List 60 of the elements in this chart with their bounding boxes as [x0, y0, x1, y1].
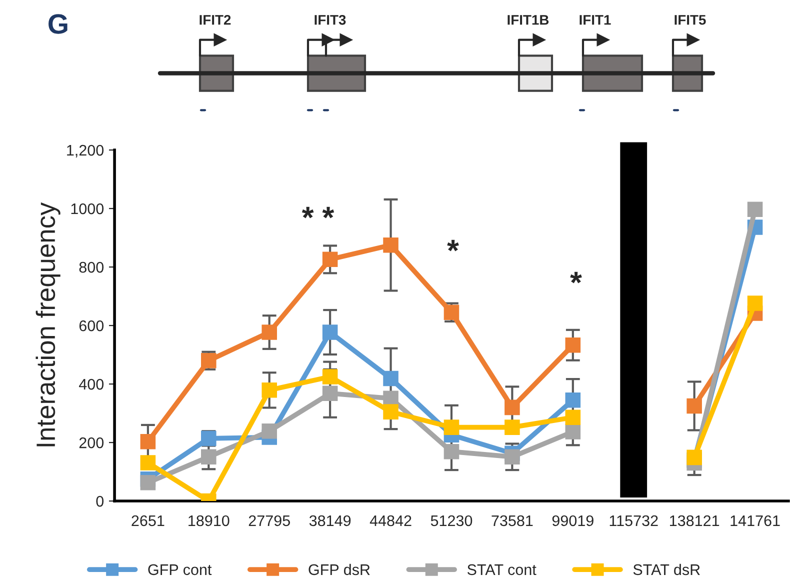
point	[747, 202, 763, 218]
point	[322, 369, 338, 384]
point	[383, 237, 398, 253]
point	[565, 424, 581, 440]
y-tick-label: 1,200	[67, 144, 104, 158]
point	[140, 474, 156, 490]
x-tick-label: 38149	[309, 515, 351, 526]
text: IFIT3	[314, 14, 346, 25]
annotation: *	[570, 272, 582, 284]
point	[565, 410, 581, 426]
point	[262, 423, 277, 439]
x-tick-label: 44842	[370, 515, 412, 526]
point	[383, 404, 398, 420]
legend-label: GFP cont	[148, 564, 212, 576]
point	[322, 386, 338, 402]
point	[444, 444, 460, 460]
y-tick-label: 200	[79, 437, 104, 448]
legend-label: STAT dsR	[633, 564, 700, 576]
point	[322, 324, 338, 340]
point	[262, 324, 277, 340]
x-tick-label: 141761	[730, 515, 780, 526]
point	[565, 392, 581, 408]
point	[686, 398, 702, 414]
x-tick-label: 115732	[610, 515, 658, 526]
point	[140, 455, 156, 470]
y-tick-label: 0	[96, 496, 104, 507]
y-tick-label: 400	[78, 378, 104, 390]
legend-label: STAT cont	[467, 564, 536, 576]
text: IFIT5	[674, 15, 706, 25]
point	[322, 252, 338, 268]
legend-label: GFP dsR	[308, 564, 370, 576]
point	[140, 434, 156, 450]
x-tick-label: 73581	[492, 515, 533, 526]
point	[747, 296, 763, 311]
point	[444, 420, 460, 435]
x-tick-label: 2651	[132, 515, 164, 526]
y-tick-label: 800	[79, 262, 104, 273]
point	[383, 390, 398, 406]
point	[686, 450, 702, 466]
point	[565, 337, 581, 353]
text: G	[48, 14, 68, 34]
point	[504, 420, 520, 435]
annotation: * *	[302, 206, 334, 218]
point	[201, 449, 216, 464]
point	[504, 449, 520, 464]
y-tick-label: 600	[79, 320, 104, 332]
x-tick-label: 99019	[552, 515, 594, 526]
point	[383, 370, 398, 386]
point	[504, 400, 520, 416]
annotation: *	[447, 240, 459, 252]
text: IFIT1B	[508, 15, 549, 25]
x-tick-label: 27795	[248, 515, 290, 526]
y-axis-title: Interaction frequency	[36, 202, 60, 446]
x-tick-label: 51230	[430, 515, 472, 526]
point	[262, 382, 277, 398]
y-tick-label: 1000	[71, 203, 104, 214]
text: IFIT2	[200, 14, 231, 25]
x-tick-label: 138121	[670, 515, 720, 526]
x-tick-label: 18910	[188, 515, 230, 526]
text: IFIT1	[580, 15, 611, 25]
